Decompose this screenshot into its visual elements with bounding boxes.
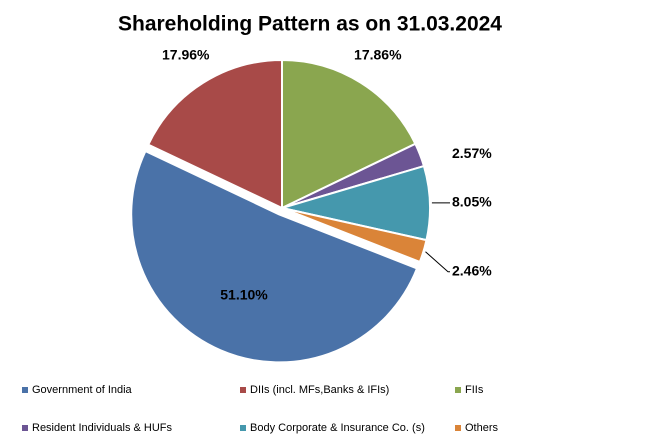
pie-slice: [130, 149, 419, 364]
legend-swatch: [22, 387, 28, 393]
legend-label: Government of India: [32, 384, 133, 396]
pie-slice: [281, 58, 417, 210]
legend-swatch: [240, 387, 246, 393]
legend-label: Others: [465, 422, 499, 434]
legend-swatch: [240, 425, 246, 431]
legend-label: Resident Individuals & HUFs: [32, 422, 173, 434]
legend-swatch: [455, 387, 461, 393]
value-label: 17.96%: [162, 47, 210, 63]
legend-swatch: [455, 425, 461, 431]
legend-label: Body Corporate & Insurance Co. (s): [250, 422, 425, 434]
chart-title: Shareholding Pattern as on 31.03.2024: [118, 13, 502, 36]
value-label: 2.57%: [452, 145, 492, 161]
legend-swatch: [22, 425, 28, 431]
value-label: 51.10%: [220, 287, 268, 303]
value-label: 17.86%: [354, 46, 402, 62]
pie-slice: [281, 207, 428, 264]
value-label: 2.46%: [452, 262, 492, 278]
legend-label: FIIs: [465, 384, 484, 396]
value-label: 8.05%: [452, 194, 492, 210]
legend-label: DIIs (incl. MFs,Banks & IFIs): [250, 384, 389, 396]
pie-slice: [146, 58, 283, 210]
leader-line: [425, 251, 450, 273]
